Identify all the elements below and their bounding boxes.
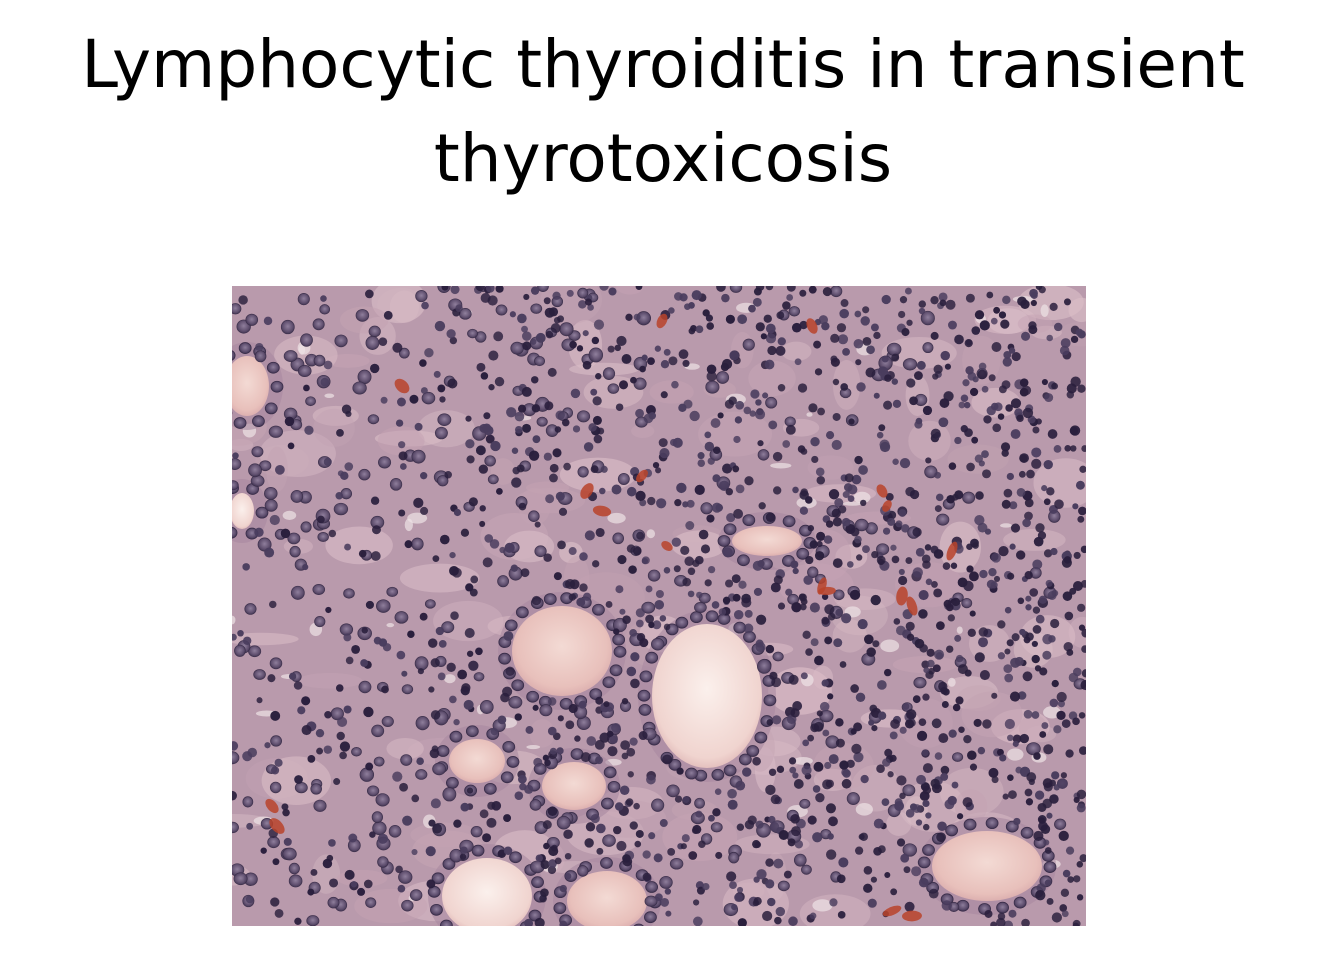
thyroid-micrograph-image [232,286,1086,926]
thyroid-micrograph [232,286,1086,926]
slide-title: Lymphocytic thyroiditis in transient thy… [81,26,1245,197]
